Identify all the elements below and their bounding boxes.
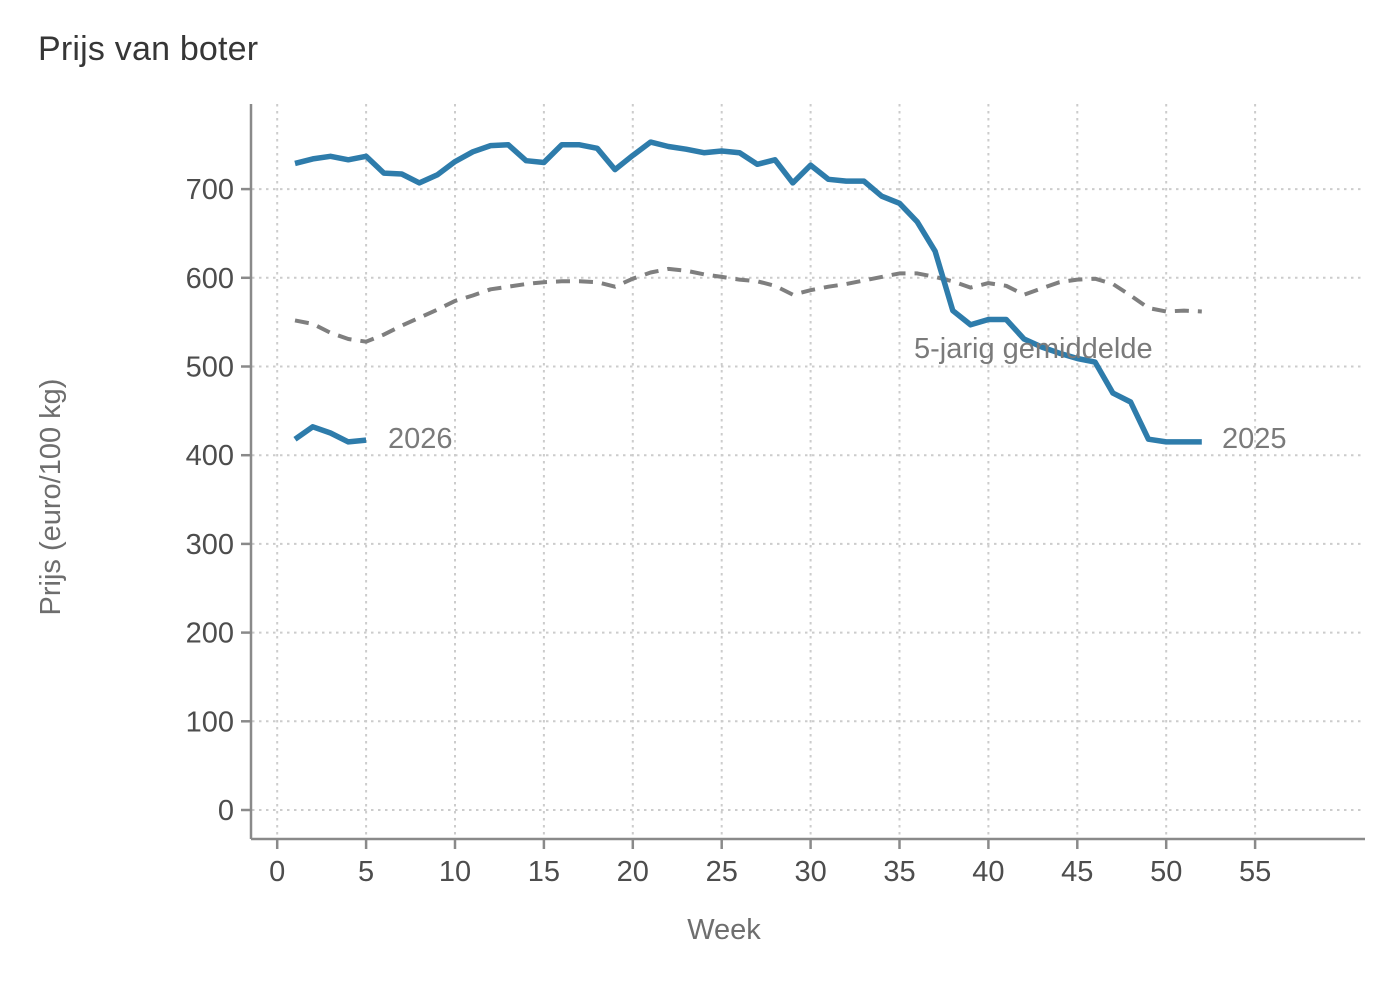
x-tick-label: 5 xyxy=(358,856,374,888)
x-tick-label: 25 xyxy=(706,856,738,888)
y-tick-label: 100 xyxy=(186,706,234,738)
series-line-2025 xyxy=(294,139,1202,445)
y-tick-label: 500 xyxy=(186,352,234,384)
x-tick-label: 35 xyxy=(883,856,915,888)
x-tick-label: 15 xyxy=(528,856,560,888)
y-tick-label: 200 xyxy=(186,618,234,650)
x-axis-title: Week xyxy=(687,914,761,946)
series-line-2026 xyxy=(293,424,367,445)
x-tick-label: 45 xyxy=(1061,856,1093,888)
series-line-5-jarig-gemiddelde xyxy=(294,266,1202,344)
series-label-5-jarig-gemiddelde: 5-jarig gemiddelde xyxy=(914,333,1153,365)
series-label-2025: 2025 xyxy=(1222,423,1287,455)
y-tick-label: 300 xyxy=(186,529,234,561)
x-tick-label: 10 xyxy=(439,856,471,888)
y-axis-title: Prijs (euro/100 kg) xyxy=(35,378,67,616)
y-tick-label: 700 xyxy=(186,174,234,206)
chart-title: Prijs van boter xyxy=(38,30,259,68)
x-tick-label: 55 xyxy=(1239,856,1271,888)
x-tick-label: 50 xyxy=(1150,856,1182,888)
x-tick-label: 20 xyxy=(617,856,649,888)
y-tick-label: 600 xyxy=(186,263,234,295)
x-tick-label: 30 xyxy=(794,856,826,888)
y-tick-label: 400 xyxy=(186,440,234,472)
x-tick-label: 0 xyxy=(269,856,285,888)
series-label-2026: 2026 xyxy=(388,423,453,455)
y-tick-label: 0 xyxy=(218,795,234,827)
x-tick-label: 40 xyxy=(972,856,1004,888)
